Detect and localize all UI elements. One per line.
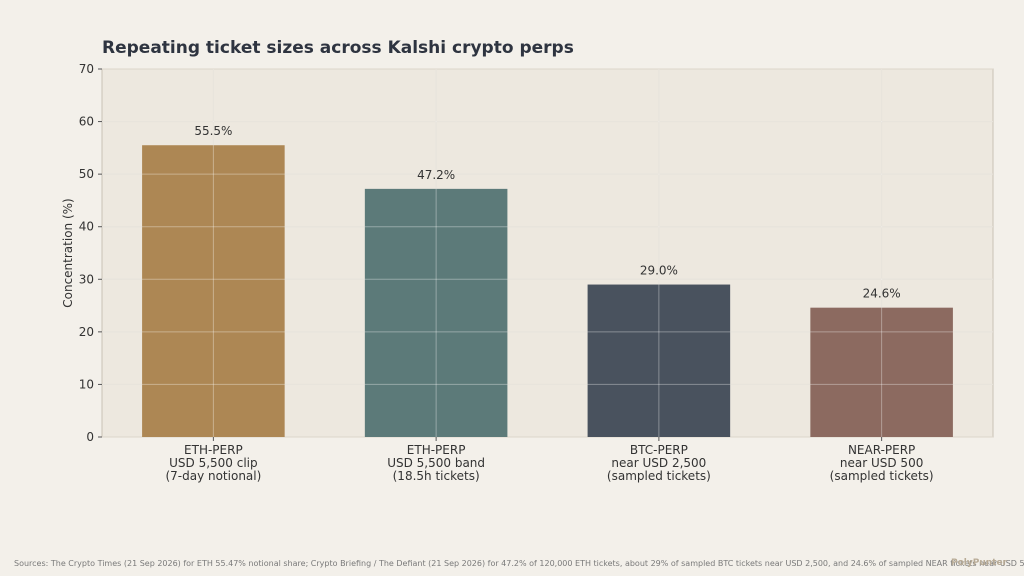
source-note: Sources: The Crypto Times (21 Sep 2026) …	[14, 559, 1024, 568]
x-tick-label: ETH-PERP	[184, 443, 243, 457]
x-tick-label: near USD 2,500	[611, 456, 706, 470]
bar	[810, 307, 953, 437]
y-tick-label: 10	[79, 377, 94, 391]
bar	[142, 145, 285, 437]
x-tick-label: near USD 500	[840, 456, 923, 470]
y-axis-label: Concentration (%)	[61, 198, 75, 307]
x-tick-label: BTC-PERP	[630, 443, 688, 457]
bar	[587, 284, 731, 437]
bar-value-label: 55.5%	[194, 124, 232, 138]
x-tick-label: (18.5h tickets)	[393, 469, 480, 483]
watermark: PolyPunter	[951, 558, 1007, 568]
y-tick-label: 0	[86, 430, 94, 444]
x-tick-label: USD 5,500 clip	[169, 456, 258, 470]
bar-value-label: 29.0%	[640, 264, 678, 278]
y-tick-label: 50	[79, 167, 94, 181]
x-tick-label: (sampled tickets)	[830, 469, 934, 483]
bar-value-label: 47.2%	[417, 168, 455, 182]
x-tick-label: NEAR-PERP	[848, 443, 915, 457]
y-tick-label: 30	[79, 272, 94, 286]
x-tick-label: (sampled tickets)	[607, 469, 711, 483]
y-tick-label: 20	[79, 325, 94, 339]
bar-value-label: 24.6%	[863, 287, 901, 301]
chart-title: Repeating ticket sizes across Kalshi cry…	[102, 38, 574, 58]
y-tick-label: 60	[79, 115, 94, 129]
bar	[364, 188, 508, 437]
x-tick-label: (7-day notional)	[165, 469, 261, 483]
y-tick-label: 70	[79, 62, 94, 76]
y-tick-label: 40	[79, 220, 94, 234]
x-tick-label: USD 5,500 band	[387, 456, 485, 470]
x-tick-label: ETH-PERP	[407, 443, 466, 457]
